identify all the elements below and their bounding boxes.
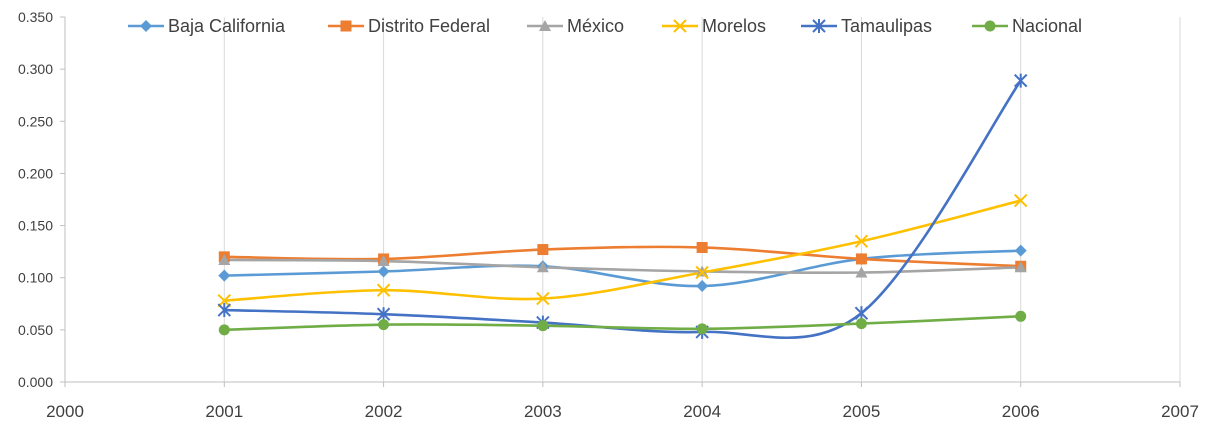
data-point-mexico-2005 bbox=[855, 266, 868, 278]
x-tick-label: 2003 bbox=[524, 402, 562, 421]
data-point-morelos-2002 bbox=[376, 283, 391, 297]
data-point-tamaulipas-2005 bbox=[854, 306, 869, 321]
data-point-distrito-federal-2004 bbox=[696, 241, 708, 253]
y-tick-label: 0.150 bbox=[18, 218, 53, 234]
data-point-mexico-2001 bbox=[218, 253, 231, 265]
data-point-nacional-2004 bbox=[696, 323, 708, 335]
x-tick-label: 2004 bbox=[683, 402, 721, 421]
x-tick-label: 2005 bbox=[843, 402, 881, 421]
data-point-mexico-2003 bbox=[536, 261, 549, 273]
legend-marker bbox=[812, 19, 826, 33]
data-point-mexico-2006 bbox=[1014, 261, 1027, 273]
data-point-distrito-federal-2005 bbox=[855, 253, 867, 265]
data-point-morelos-2004 bbox=[695, 265, 709, 280]
data-point-baja-california-2001 bbox=[218, 269, 231, 282]
data-point-nacional-2001 bbox=[218, 324, 230, 336]
legend-item-distrito-federal: Distrito Federal bbox=[328, 16, 490, 36]
data-point-nacional-2006 bbox=[1015, 310, 1027, 322]
y-tick-label: 0.250 bbox=[18, 113, 53, 129]
series-line-distrito-federal bbox=[222, 245, 1023, 268]
data-point-mexico-2004 bbox=[696, 265, 709, 277]
data-point-baja-california-2002 bbox=[377, 265, 390, 278]
legend-item-morelos: Morelos bbox=[662, 16, 766, 36]
data-point-nacional-2002 bbox=[378, 319, 390, 331]
y-tick-label: 0.050 bbox=[18, 322, 53, 338]
data-point-tamaulipas-2006 bbox=[1014, 73, 1028, 88]
legend-marker bbox=[539, 20, 551, 31]
legend-marker bbox=[340, 20, 352, 32]
legend-label: México bbox=[567, 16, 624, 36]
series-line-mexico bbox=[222, 258, 1023, 275]
data-point-morelos-2003 bbox=[536, 291, 550, 306]
legend-item-mexico: México bbox=[527, 16, 624, 36]
data-point-tamaulipas-2002 bbox=[376, 307, 391, 322]
x-tick-label: 2000 bbox=[46, 402, 84, 421]
data-point-baja-california-2006 bbox=[1014, 244, 1027, 257]
legend-label: Baja California bbox=[168, 16, 286, 36]
y-tick-label: 0.000 bbox=[18, 374, 53, 390]
data-point-mexico-2002 bbox=[377, 255, 390, 267]
legend-label: Tamaulipas bbox=[841, 16, 932, 36]
legend-label: Nacional bbox=[1012, 16, 1082, 36]
data-point-baja-california-2004 bbox=[696, 280, 709, 293]
y-tick-label: 0.350 bbox=[18, 9, 53, 25]
data-point-morelos-2005 bbox=[854, 234, 869, 248]
y-tick-label: 0.300 bbox=[18, 61, 53, 77]
legend-label: Distrito Federal bbox=[368, 16, 490, 36]
y-tick-label: 0.100 bbox=[18, 270, 53, 286]
x-tick-label: 2001 bbox=[205, 402, 243, 421]
x-tick-label: 2006 bbox=[1002, 402, 1040, 421]
data-point-tamaulipas-2001 bbox=[217, 303, 231, 318]
data-point-distrito-federal-2003 bbox=[537, 244, 549, 256]
x-tick-label: 2007 bbox=[1161, 402, 1199, 421]
legend-marker bbox=[984, 20, 996, 32]
series-line-baja-california bbox=[222, 249, 1023, 288]
series-line-morelos bbox=[222, 199, 1023, 302]
legend-marker bbox=[140, 20, 152, 32]
data-point-nacional-2005 bbox=[855, 318, 867, 330]
series-line-tamaulipas bbox=[222, 79, 1023, 339]
legend-item-nacional: Nacional bbox=[972, 16, 1082, 36]
legend-item-tamaulipas: Tamaulipas bbox=[801, 16, 932, 36]
data-point-morelos-2006 bbox=[1014, 193, 1028, 208]
legend-marker bbox=[673, 19, 687, 33]
legend-label: Morelos bbox=[702, 16, 766, 36]
data-point-nacional-2003 bbox=[537, 320, 549, 332]
legend-item-baja-california: Baja California bbox=[128, 16, 286, 36]
x-tick-label: 2002 bbox=[365, 402, 403, 421]
y-tick-label: 0.200 bbox=[18, 165, 53, 181]
series-line-nacional bbox=[222, 315, 1023, 332]
